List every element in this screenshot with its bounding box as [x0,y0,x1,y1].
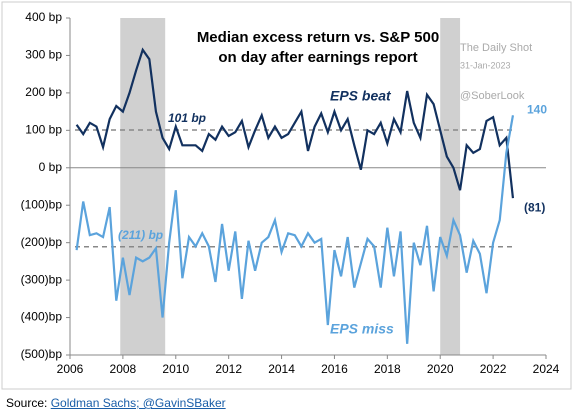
watermark: The Daily Shot [460,42,532,54]
watermark: 31-Jan-2023 [460,60,511,70]
y-tick-label: (500)bp [21,347,63,361]
shaded-region [120,18,166,355]
x-tick-label: 2006 [57,362,84,376]
x-tick-label: 2018 [374,362,401,376]
frame [1,1,572,390]
x-tick-label: 2012 [215,362,242,376]
reference-label: 101 bp [168,111,206,125]
series-line [75,47,515,199]
y-tick-label: 300 bp [25,48,62,62]
watermark: @SoberLook [460,90,525,102]
series-name: EPS miss [330,321,394,337]
end-label: (81) [524,200,545,214]
y-tick-label: (100)bp [21,197,63,211]
y-tick-label: (300)bp [21,272,63,286]
series-line [75,115,515,344]
reference-label: (211) bp [118,228,163,242]
y-tick-label: 400 bp [25,10,62,24]
y-tick-label: (200)bp [21,235,63,249]
y-tick-label: (400)bp [21,310,63,324]
source: Source: Goldman Sachs; @GavinSBaker [6,396,226,410]
title: Median excess return vs. S&P 500 [197,29,439,46]
chart: Median excess return vs. S&P 500 on day … [1,1,572,390]
x-tick-label: 2024 [533,362,560,376]
x-tick-label: 2010 [162,362,189,376]
title: on day after earnings report [218,49,417,66]
y-tick-label: 200 bp [25,85,62,99]
y-tick-label: 100 bp [25,123,62,137]
x-tick-label: 2008 [110,362,137,376]
series-name: EPS beat [330,88,392,104]
y-tick-label: 0 bp [39,160,63,174]
x-tick-label: 2014 [268,362,295,376]
end-label: 140 [527,103,547,117]
x-tick-label: 2016 [321,362,348,376]
shaded-region [440,18,461,355]
source-link[interactable]: Goldman Sachs; @GavinSBaker [50,396,226,410]
source-prefix: Source: [6,396,48,410]
x-tick-label: 2020 [427,362,454,376]
x-tick-label: 2022 [480,362,507,376]
